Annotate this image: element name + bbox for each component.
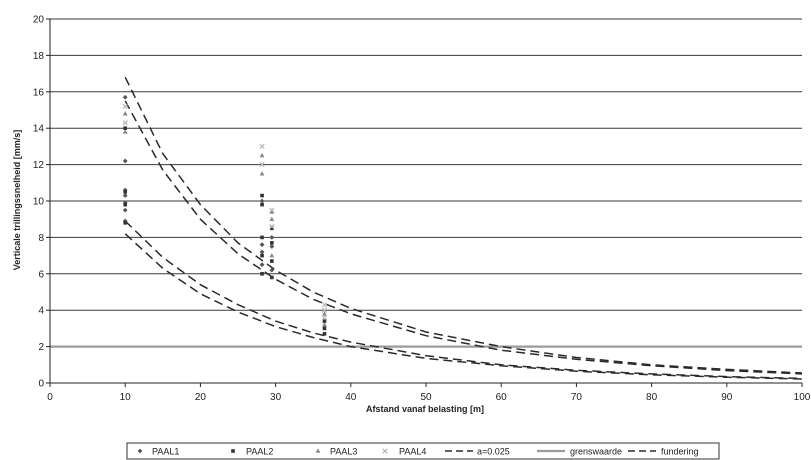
data-point-PAAL4 [259, 143, 265, 150]
axis-layer [46, 18, 803, 387]
data-point-PAAL4 [269, 223, 275, 230]
data-point-PAAL3 [259, 171, 265, 176]
data-point-PAAL1 [259, 262, 265, 268]
point-layer [122, 94, 328, 336]
legend-label: PAAL1 [152, 447, 179, 457]
data-point-PAAL1 [269, 235, 275, 240]
x-tick-label: 30 [270, 392, 282, 403]
data-point-PAAL2 [270, 226, 274, 231]
y-tick-label: 16 [33, 87, 45, 98]
series-line-a=0.025-3 [124, 233, 803, 380]
data-point-PAAL2 [270, 259, 274, 263]
data-point-PAAL1 [269, 267, 275, 273]
data-point-PAAL2 [123, 126, 127, 130]
legend-label: PAAL2 [246, 447, 273, 457]
series-line-a=0.025-1 [124, 100, 803, 375]
data-point-PAAL1 [122, 193, 128, 198]
data-point-PAAL2 [322, 319, 327, 323]
data-point-PAAL1 [259, 249, 265, 255]
legend-label: grenswaarde [570, 447, 622, 457]
y-axis-label: Verticale trillingssnelheid [mm/s] [12, 130, 22, 271]
series-line-a=0.025-0 [124, 76, 803, 374]
series-line-a=0.025-2 [124, 220, 803, 380]
x-tick-label: 10 [120, 392, 132, 403]
y-tick-label: 14 [33, 124, 45, 135]
data-point-PAAL2 [260, 202, 264, 207]
x-axis-label: Afstand vanaf belasting [m] [366, 404, 484, 414]
y-tick-label: 12 [33, 160, 45, 171]
data-point-PAAL2 [260, 253, 264, 258]
x-tick-label: 40 [345, 392, 357, 403]
y-tick-label: 2 [38, 342, 44, 353]
data-point-PAAL4 [269, 207, 275, 213]
x-tick-label: 100 [794, 392, 811, 403]
legend-label: PAAL3 [330, 447, 357, 457]
curve-layer [124, 76, 803, 380]
grid-layer [50, 18, 802, 348]
data-point-PAAL4 [321, 314, 328, 321]
data-point-PAAL1 [122, 158, 128, 164]
data-point-PAAL4 [321, 302, 328, 308]
data-point-PAAL2 [123, 202, 127, 207]
legend-box [126, 442, 720, 460]
legend-swatch-PAAL3 [315, 448, 321, 453]
y-tick-label: 8 [38, 233, 44, 244]
data-point-PAAL3 [122, 129, 128, 134]
data-point-PAAL2 [270, 275, 274, 280]
data-point-PAAL2 [322, 326, 327, 331]
tick-label-layer: 0 2 4 6 8 10 12 14 16 18 20 0 10 20 30 40 50 60 70 80 90 100 [33, 15, 811, 404]
x-tick-label: 60 [496, 392, 508, 403]
data-point-PAAL4 [259, 161, 265, 168]
y-tick-label: 0 [38, 379, 44, 390]
x-tick-label: 80 [646, 392, 658, 403]
data-point-PAAL4 [321, 307, 328, 313]
legend-label: fundering [661, 447, 699, 457]
y-tick-label: 4 [38, 306, 44, 317]
data-point-PAAL3 [269, 209, 275, 214]
data-point-PAAL3 [122, 111, 128, 116]
data-point-PAAL1 [259, 198, 265, 204]
x-tick-label: 90 [721, 392, 733, 403]
data-point-PAAL3 [269, 253, 275, 258]
data-point-PAAL4 [122, 120, 128, 126]
data-point-PAAL3 [269, 216, 275, 221]
data-point-PAAL3 [322, 311, 327, 316]
legend-swatch-PAAL1 [137, 448, 143, 454]
data-point-PAAL2 [123, 221, 127, 225]
x-tick-label: 20 [195, 392, 207, 403]
legend-swatch-PAAL4 [382, 448, 388, 454]
data-point-PAAL2 [123, 190, 127, 194]
data-point-PAAL1 [122, 207, 128, 213]
legend-label: PAAL4 [399, 447, 426, 457]
legend-label: a=0.025 [477, 447, 510, 457]
x-tick-label: 0 [47, 392, 53, 403]
data-point-PAAL3 [322, 322, 327, 327]
data-point-PAAL2 [322, 332, 327, 336]
data-point-PAAL2 [260, 235, 264, 240]
y-tick-label: 20 [33, 15, 45, 26]
legend: PAAL1 PAAL2 PAAL3 PAAL4 a=0.025 grenswaarde fu… [126, 442, 720, 460]
data-point-PAAL2 [260, 193, 264, 198]
data-point-PAAL4 [122, 103, 128, 110]
data-point-PAAL1 [269, 244, 275, 249]
data-point-PAAL3 [259, 152, 265, 158]
y-tick-label: 10 [33, 197, 45, 208]
x-tick-label: 50 [420, 392, 432, 403]
y-tick-label: 6 [38, 269, 44, 280]
data-point-PAAL2 [270, 241, 274, 245]
y-tick-label: 18 [33, 51, 45, 62]
x-tick-label: 70 [571, 392, 583, 403]
data-point-PAAL1 [122, 94, 128, 100]
legend-swatch-PAAL2 [231, 449, 235, 453]
data-point-PAAL2 [260, 272, 264, 276]
data-point-PAAL1 [259, 242, 265, 248]
